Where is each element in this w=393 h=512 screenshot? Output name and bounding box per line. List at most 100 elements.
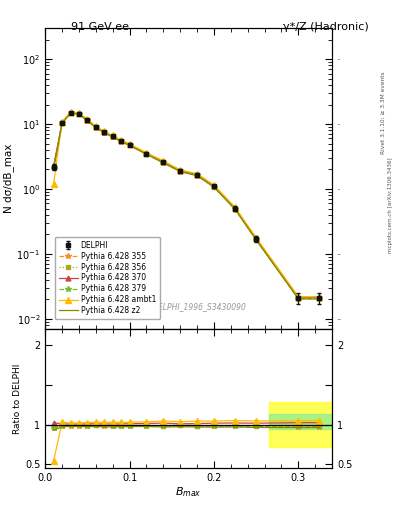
Pythia 6.428 ambt1 bbox=[77, 110, 81, 116]
Y-axis label: N dσ/dB_max: N dσ/dB_max bbox=[3, 144, 14, 213]
Pythia 6.428 370 bbox=[68, 110, 73, 116]
Pythia 6.428 356 bbox=[317, 295, 322, 301]
Pythia 6.428 356 bbox=[60, 120, 64, 126]
Pythia 6.428 356 bbox=[254, 236, 259, 242]
Pythia 6.428 z2 bbox=[254, 237, 259, 243]
Pythia 6.428 355 bbox=[144, 151, 149, 157]
Pythia 6.428 356 bbox=[233, 206, 237, 212]
Pythia 6.428 356 bbox=[85, 117, 90, 123]
Line: Pythia 6.428 379: Pythia 6.428 379 bbox=[51, 110, 322, 301]
Pythia 6.428 355 bbox=[119, 138, 123, 144]
Pythia 6.428 370 bbox=[119, 138, 123, 144]
Pythia 6.428 355 bbox=[211, 184, 216, 190]
Pythia 6.428 379 bbox=[51, 165, 56, 171]
Pythia 6.428 355 bbox=[85, 118, 90, 124]
Pythia 6.428 356 bbox=[127, 142, 132, 148]
Pythia 6.428 379 bbox=[102, 130, 107, 136]
Pythia 6.428 ambt1 bbox=[211, 182, 216, 188]
Pythia 6.428 355 bbox=[60, 120, 64, 126]
Pythia 6.428 z2 bbox=[51, 166, 56, 172]
Pythia 6.428 370 bbox=[51, 163, 56, 169]
Pythia 6.428 379 bbox=[317, 295, 322, 302]
Pythia 6.428 ambt1 bbox=[102, 129, 107, 135]
Text: DELPHI_1996_S3430090: DELPHI_1996_S3430090 bbox=[153, 302, 247, 311]
Pythia 6.428 370 bbox=[94, 123, 98, 130]
Pythia 6.428 379 bbox=[195, 172, 199, 178]
Pythia 6.428 355 bbox=[110, 134, 115, 140]
Pythia 6.428 ambt1 bbox=[94, 123, 98, 129]
Pythia 6.428 379 bbox=[85, 117, 90, 123]
Pythia 6.428 379 bbox=[119, 138, 123, 144]
Pythia 6.428 z2 bbox=[85, 118, 90, 124]
Pythia 6.428 z2 bbox=[60, 120, 64, 126]
Pythia 6.428 379 bbox=[110, 134, 115, 140]
Pythia 6.428 379 bbox=[68, 110, 73, 116]
Pythia 6.428 370 bbox=[102, 129, 107, 135]
Pythia 6.428 ambt1 bbox=[144, 150, 149, 156]
Pythia 6.428 379 bbox=[77, 111, 81, 117]
Pythia 6.428 ambt1 bbox=[51, 181, 56, 187]
Line: Pythia 6.428 356: Pythia 6.428 356 bbox=[51, 111, 322, 301]
Pythia 6.428 370 bbox=[195, 172, 199, 178]
Pythia 6.428 370 bbox=[110, 133, 115, 139]
Pythia 6.428 z2 bbox=[68, 110, 73, 116]
Line: Pythia 6.428 355: Pythia 6.428 355 bbox=[51, 110, 322, 302]
Pythia 6.428 356 bbox=[51, 164, 56, 170]
Pythia 6.428 z2 bbox=[211, 184, 216, 190]
Pythia 6.428 370 bbox=[178, 167, 183, 174]
Pythia 6.428 ambt1 bbox=[233, 204, 237, 210]
Pythia 6.428 ambt1 bbox=[317, 293, 322, 300]
Pythia 6.428 370 bbox=[144, 150, 149, 156]
Pythia 6.428 ambt1 bbox=[254, 234, 259, 241]
Pythia 6.428 ambt1 bbox=[195, 170, 199, 177]
Pythia 6.428 355 bbox=[233, 206, 237, 212]
Pythia 6.428 ambt1 bbox=[296, 293, 301, 300]
Pythia 6.428 z2 bbox=[94, 124, 98, 131]
Pythia 6.428 z2 bbox=[144, 151, 149, 157]
Pythia 6.428 355 bbox=[161, 160, 166, 166]
Pythia 6.428 z2 bbox=[102, 130, 107, 136]
Pythia 6.428 356 bbox=[94, 124, 98, 130]
Pythia 6.428 z2 bbox=[195, 173, 199, 179]
Pythia 6.428 379 bbox=[161, 159, 166, 165]
Pythia 6.428 ambt1 bbox=[85, 116, 90, 122]
Pythia 6.428 370 bbox=[85, 117, 90, 123]
Pythia 6.428 370 bbox=[127, 141, 132, 147]
Pythia 6.428 356 bbox=[161, 159, 166, 165]
Pythia 6.428 355 bbox=[51, 165, 56, 171]
Pythia 6.428 379 bbox=[178, 168, 183, 174]
Pythia 6.428 355 bbox=[296, 295, 301, 302]
Pythia 6.428 355 bbox=[317, 295, 322, 302]
Pythia 6.428 356 bbox=[119, 138, 123, 144]
Pythia 6.428 ambt1 bbox=[178, 167, 183, 173]
Pythia 6.428 z2 bbox=[161, 160, 166, 166]
Line: Pythia 6.428 370: Pythia 6.428 370 bbox=[51, 110, 322, 300]
Pythia 6.428 356 bbox=[178, 168, 183, 174]
Pythia 6.428 z2 bbox=[178, 168, 183, 175]
Pythia 6.428 379 bbox=[127, 142, 132, 148]
Pythia 6.428 ambt1 bbox=[68, 109, 73, 115]
Pythia 6.428 355 bbox=[178, 168, 183, 174]
Pythia 6.428 356 bbox=[102, 130, 107, 136]
Legend: DELPHI, Pythia 6.428 355, Pythia 6.428 356, Pythia 6.428 370, Pythia 6.428 379, : DELPHI, Pythia 6.428 355, Pythia 6.428 3… bbox=[55, 237, 160, 319]
Pythia 6.428 z2 bbox=[77, 111, 81, 117]
Pythia 6.428 z2 bbox=[110, 134, 115, 140]
Pythia 6.428 z2 bbox=[127, 142, 132, 148]
Pythia 6.428 355 bbox=[195, 173, 199, 179]
X-axis label: $B_{max}$: $B_{max}$ bbox=[175, 485, 202, 499]
Pythia 6.428 355 bbox=[254, 237, 259, 243]
Pythia 6.428 379 bbox=[60, 120, 64, 126]
Pythia 6.428 ambt1 bbox=[110, 132, 115, 138]
Pythia 6.428 z2 bbox=[317, 296, 322, 302]
Pythia 6.428 370 bbox=[317, 294, 322, 301]
Text: Rivet 3.1.10; ≥ 3.3M events: Rivet 3.1.10; ≥ 3.3M events bbox=[381, 71, 386, 154]
Pythia 6.428 370 bbox=[296, 294, 301, 301]
Text: γ*/Z (Hadronic): γ*/Z (Hadronic) bbox=[283, 22, 369, 32]
Pythia 6.428 379 bbox=[144, 151, 149, 157]
Pythia 6.428 356 bbox=[296, 295, 301, 301]
Pythia 6.428 355 bbox=[68, 110, 73, 116]
Pythia 6.428 355 bbox=[77, 111, 81, 117]
Pythia 6.428 z2 bbox=[119, 139, 123, 145]
Pythia 6.428 z2 bbox=[296, 296, 301, 302]
Pythia 6.428 379 bbox=[211, 184, 216, 190]
